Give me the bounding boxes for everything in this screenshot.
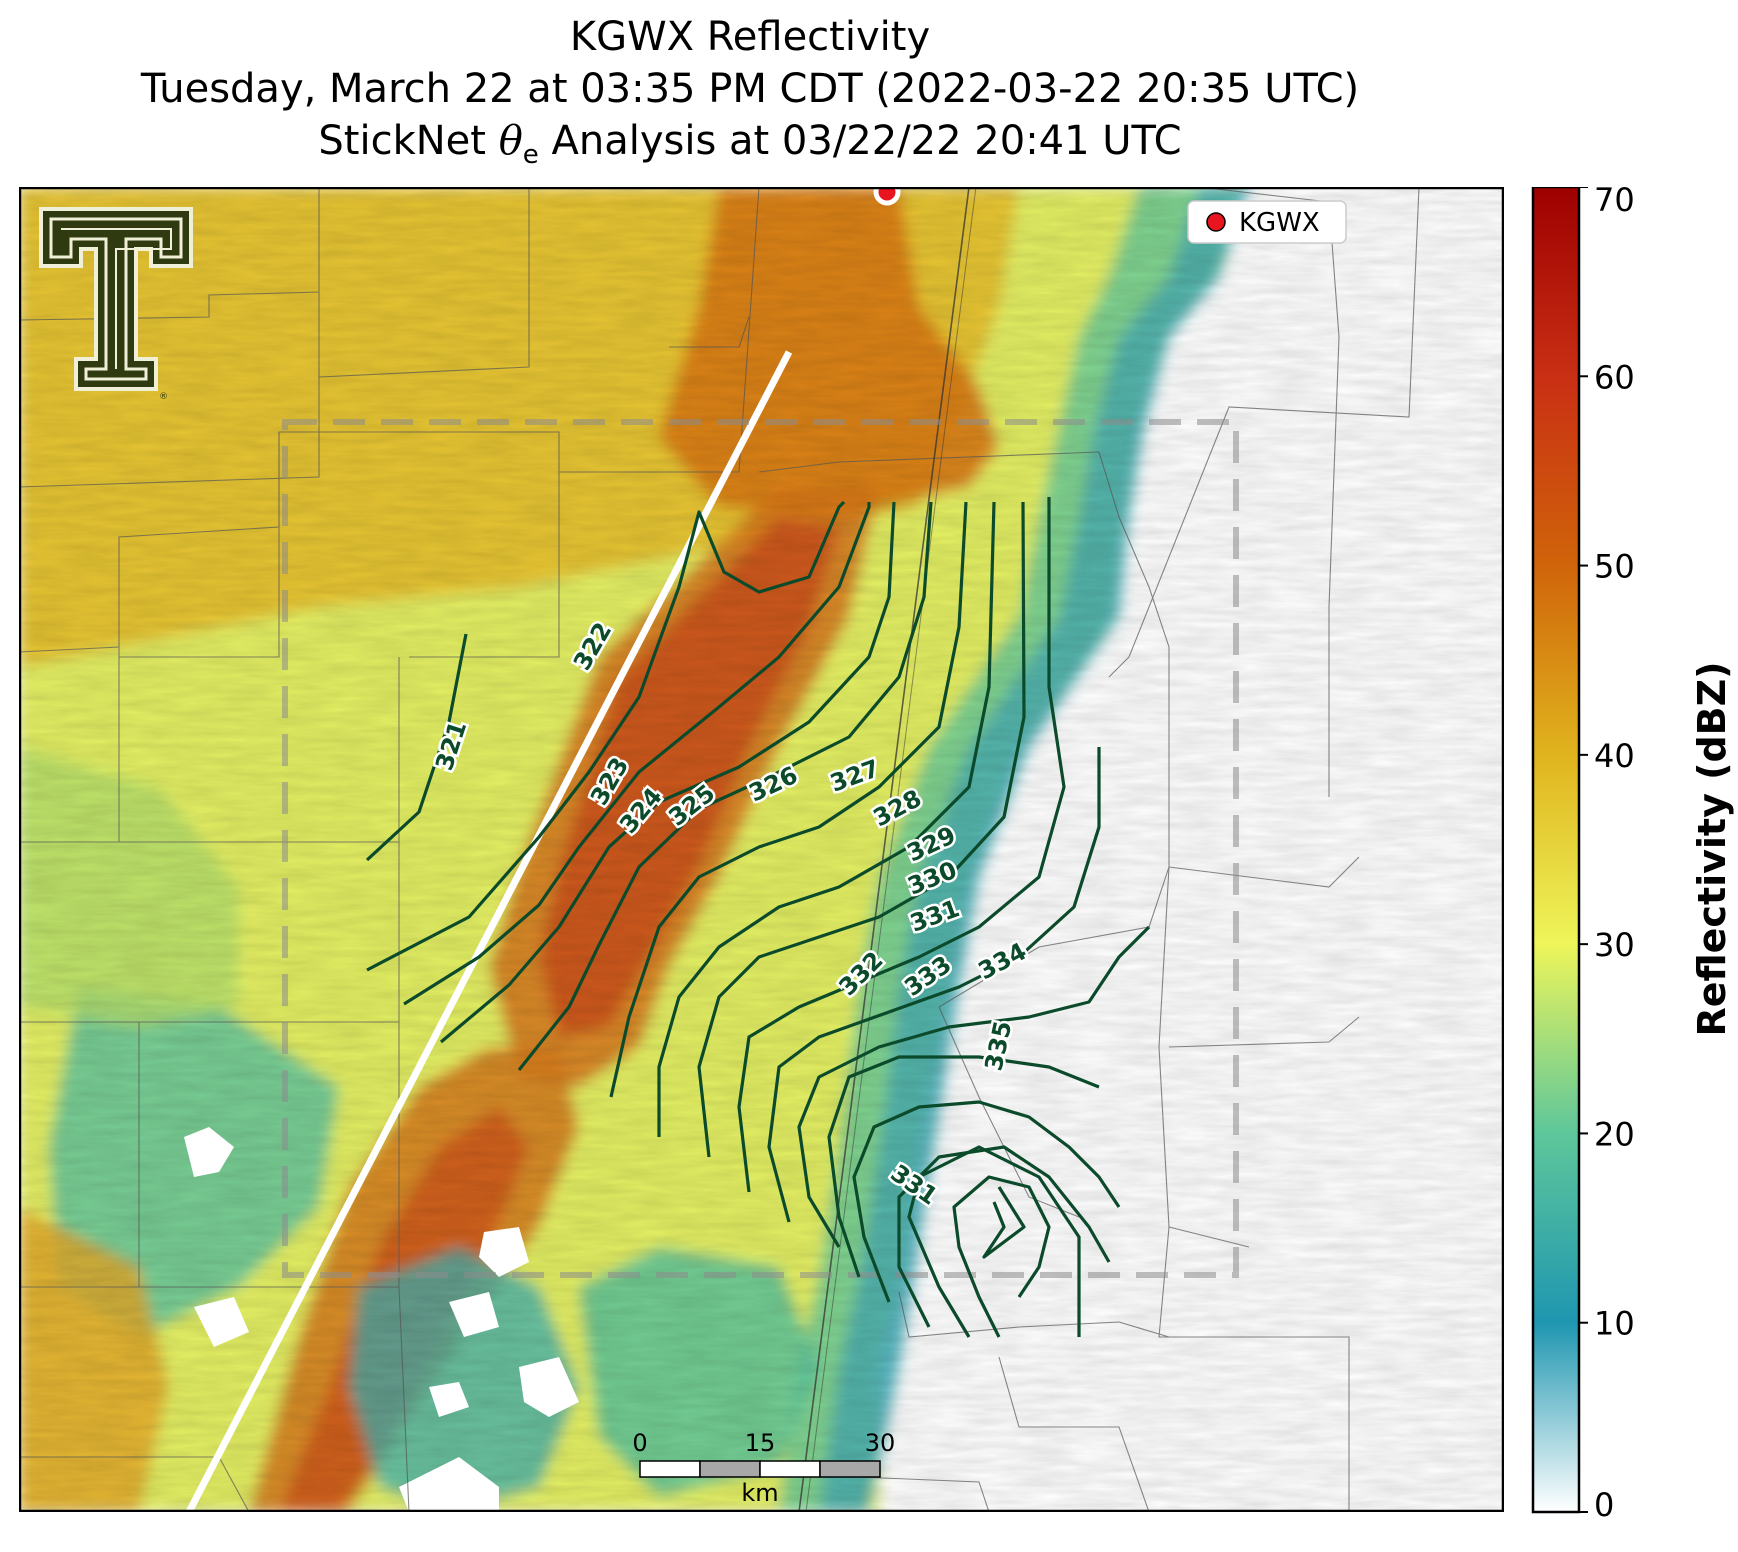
contour-331 <box>827 1055 1100 1278</box>
legend-label: KGWX <box>1239 208 1320 238</box>
contour-325 <box>517 501 933 1071</box>
county-boundaries <box>19 187 1420 1512</box>
no-echo-patches <box>184 1127 579 1512</box>
contour-321 <box>365 633 468 862</box>
radar-map: 321 322 323 324 325 326 327 328 329 330 … <box>19 187 1504 1512</box>
colorbar-tick-label-30: 30 <box>1594 926 1635 964</box>
svg-text:®: ® <box>159 392 168 402</box>
contour-324 <box>439 501 896 1044</box>
contour-323 <box>403 502 871 1006</box>
contour-322 <box>366 500 846 972</box>
texas-tech-double-t-logo: ® <box>39 207 193 402</box>
scale-tick-15: 15 <box>745 1429 776 1457</box>
colorbar-tick-label-0: 0 <box>1594 1486 1614 1517</box>
colorbar-tick-label-50: 50 <box>1594 548 1635 586</box>
colorbar-title: Reflectivity (dBZ) <box>1690 661 1734 1036</box>
kgwx-radar-site-marker <box>873 187 901 206</box>
colorbar-ticks: 0 10 20 30 40 50 60 70 <box>1579 187 1635 1517</box>
colorbar-gradient <box>1531 187 1581 1514</box>
scale-unit: km <box>741 1479 778 1507</box>
contour-330 <box>767 747 1101 1223</box>
contour-334 <box>907 1145 1081 1338</box>
reflectivity-colorbar: 0 10 20 30 40 50 60 70 Reflectivity (dBZ) <box>1531 187 1734 1517</box>
colorbar-tick-label-60: 60 <box>1594 358 1635 396</box>
theta-e-contours <box>365 497 1151 1338</box>
contour-335 <box>952 1175 1051 1338</box>
title-line-2: Tuesday, March 22 at 03:35 PM CDT (2022-… <box>140 66 1360 112</box>
contour-327 <box>657 501 996 1137</box>
colorbar-tick-label-10: 10 <box>1594 1305 1635 1343</box>
scale-tick-30: 30 <box>865 1429 896 1457</box>
scale-tick-0: 0 <box>632 1429 647 1457</box>
scale-bar: 0 15 30 km <box>632 1429 895 1507</box>
contour-331-east <box>797 925 1151 1248</box>
colorbar-tick-label-40: 40 <box>1594 737 1635 775</box>
contour-328 <box>697 501 1026 1158</box>
legend-marker <box>1206 212 1226 232</box>
colorbar-tick-label-20: 20 <box>1594 1115 1635 1153</box>
title-line-3: StickNet θe Analysis at 03/22/22 20:41 U… <box>318 118 1182 170</box>
contour-329 <box>737 497 1066 1193</box>
contour-332 <box>852 1100 1121 1303</box>
colorbar-tick-label-70: 70 <box>1594 187 1635 219</box>
analysis-domain-box <box>282 419 1239 1278</box>
title-line-1: KGWX Reflectivity <box>569 14 931 60</box>
map-legend: KGWX <box>1187 200 1347 244</box>
contour-326 <box>609 501 968 1098</box>
map-frame <box>19 187 1504 1512</box>
contour-335-inner <box>982 1186 1026 1259</box>
